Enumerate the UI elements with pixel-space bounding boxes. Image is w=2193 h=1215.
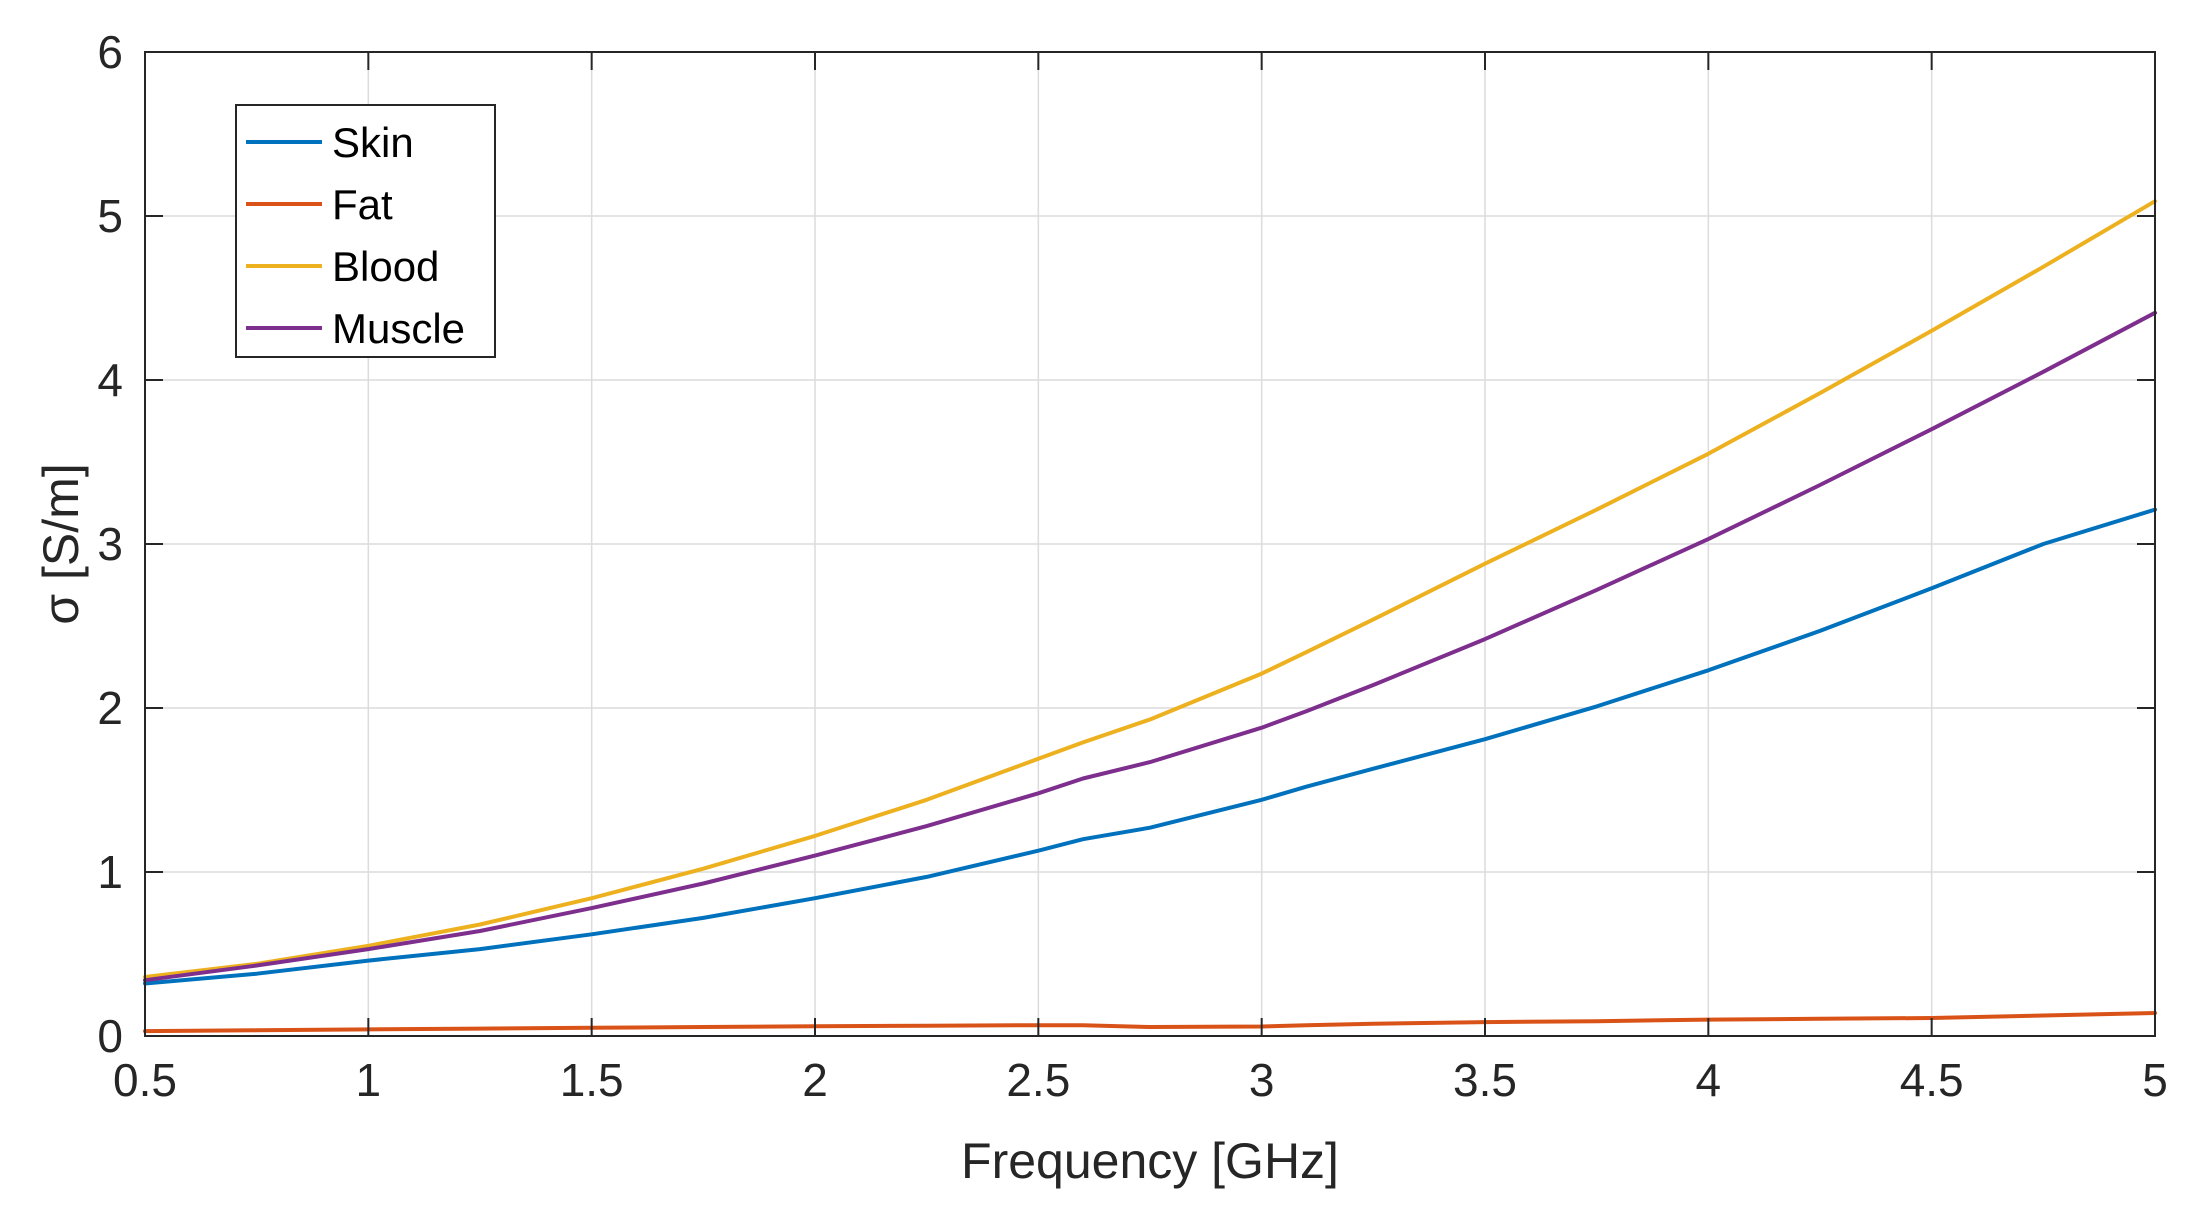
y-tick-label: 5 (97, 190, 123, 242)
series-line-muscle (143, 310, 2157, 983)
x-tick-label: 4.5 (1900, 1054, 1964, 1106)
legend-box (235, 104, 496, 358)
x-tick-label: 5 (2142, 1054, 2168, 1106)
x-axis-title: Frequency [GHz] (961, 1133, 1339, 1189)
y-tick-label: 1 (97, 846, 123, 898)
legend-label-skin: Skin (332, 119, 414, 166)
legend-label-fat: Fat (332, 181, 393, 228)
y-tick-label: 0 (97, 1010, 123, 1062)
legend-label-blood: Blood (332, 243, 439, 290)
series-line-skin (143, 507, 2157, 986)
x-tick-label: 4 (1696, 1054, 1722, 1106)
legend-entries: Skin Fat Blood Muscle (246, 119, 465, 352)
x-tick-label: 2 (802, 1054, 828, 1106)
series-line-fat (143, 1011, 2157, 1034)
x-tick-label: 3 (1249, 1054, 1275, 1106)
y-tick-label: 2 (97, 682, 123, 734)
legend: Skin Fat Blood Muscle (235, 104, 496, 358)
axis-ticks (144, 51, 2156, 1037)
y-axis-title: σ [S/m] (33, 463, 89, 624)
x-tick-label: 2.5 (1006, 1054, 1070, 1106)
x-tick-label: 1 (356, 1054, 382, 1106)
x-tick-labels: 0.5 1 1.5 2 2.5 3 3.5 4 4.5 5 (113, 1054, 2168, 1106)
x-tick-label: 3.5 (1453, 1054, 1517, 1106)
y-tick-label: 4 (97, 354, 123, 406)
legend-label-muscle: Muscle (332, 305, 465, 352)
y-tick-labels: 0 1 2 3 4 5 6 (97, 26, 123, 1062)
series-lines (143, 199, 2157, 1034)
y-tick-label: 6 (97, 26, 123, 78)
x-tick-label: 1.5 (560, 1054, 624, 1106)
y-tick-label: 3 (97, 518, 123, 570)
x-tick-label: 0.5 (113, 1054, 177, 1106)
series-line-blood (143, 199, 2157, 979)
